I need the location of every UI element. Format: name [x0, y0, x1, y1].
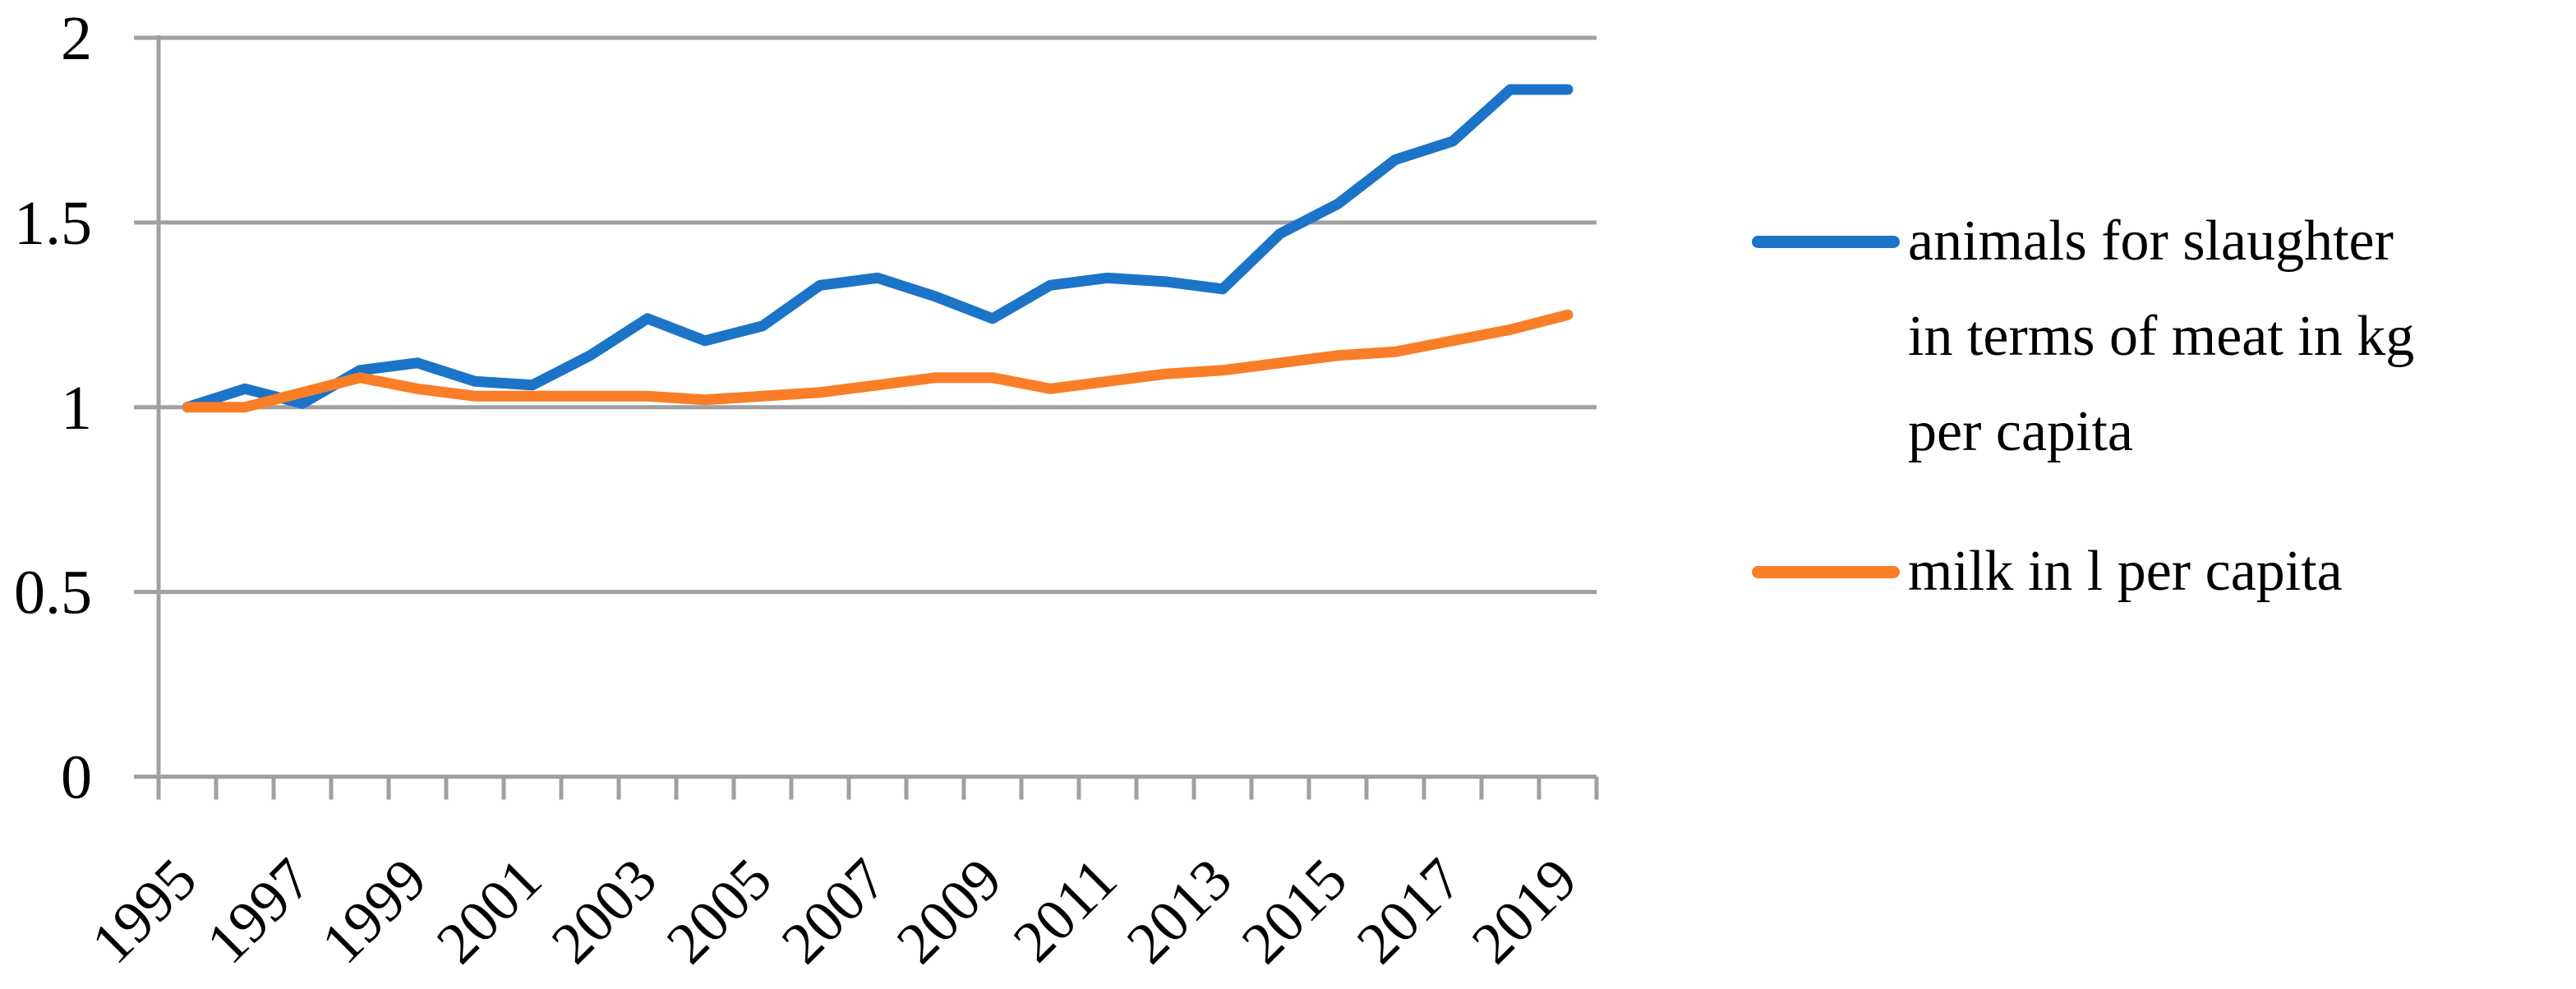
- x-tick-label: 1999: [309, 846, 439, 976]
- x-tick-label: 2003: [539, 846, 669, 976]
- y-tick-label: 0: [61, 743, 92, 812]
- x-tick-label: 2019: [1459, 846, 1589, 976]
- x-tick-label: 1995: [79, 846, 209, 976]
- y-tick-label: 1.5: [14, 189, 92, 258]
- x-tick-label: 2005: [654, 846, 784, 976]
- x-tick-label: 2007: [769, 846, 899, 976]
- x-tick-label: 2001: [424, 846, 554, 976]
- x-tick-label: 2013: [1114, 846, 1244, 976]
- y-tick-label: 0.5: [14, 559, 92, 628]
- x-tick-label: 2009: [884, 846, 1014, 976]
- series-line-0: [182, 84, 1574, 413]
- x-tick-label: 1997: [194, 846, 324, 976]
- x-tick-label: 2017: [1344, 846, 1474, 976]
- x-tick-label: 2015: [1229, 846, 1359, 976]
- x-tick-label: 2011: [1001, 846, 1130, 975]
- y-tick-label: 2: [61, 4, 92, 73]
- series-line-1: [182, 309, 1574, 413]
- y-tick-label: 1: [61, 374, 92, 443]
